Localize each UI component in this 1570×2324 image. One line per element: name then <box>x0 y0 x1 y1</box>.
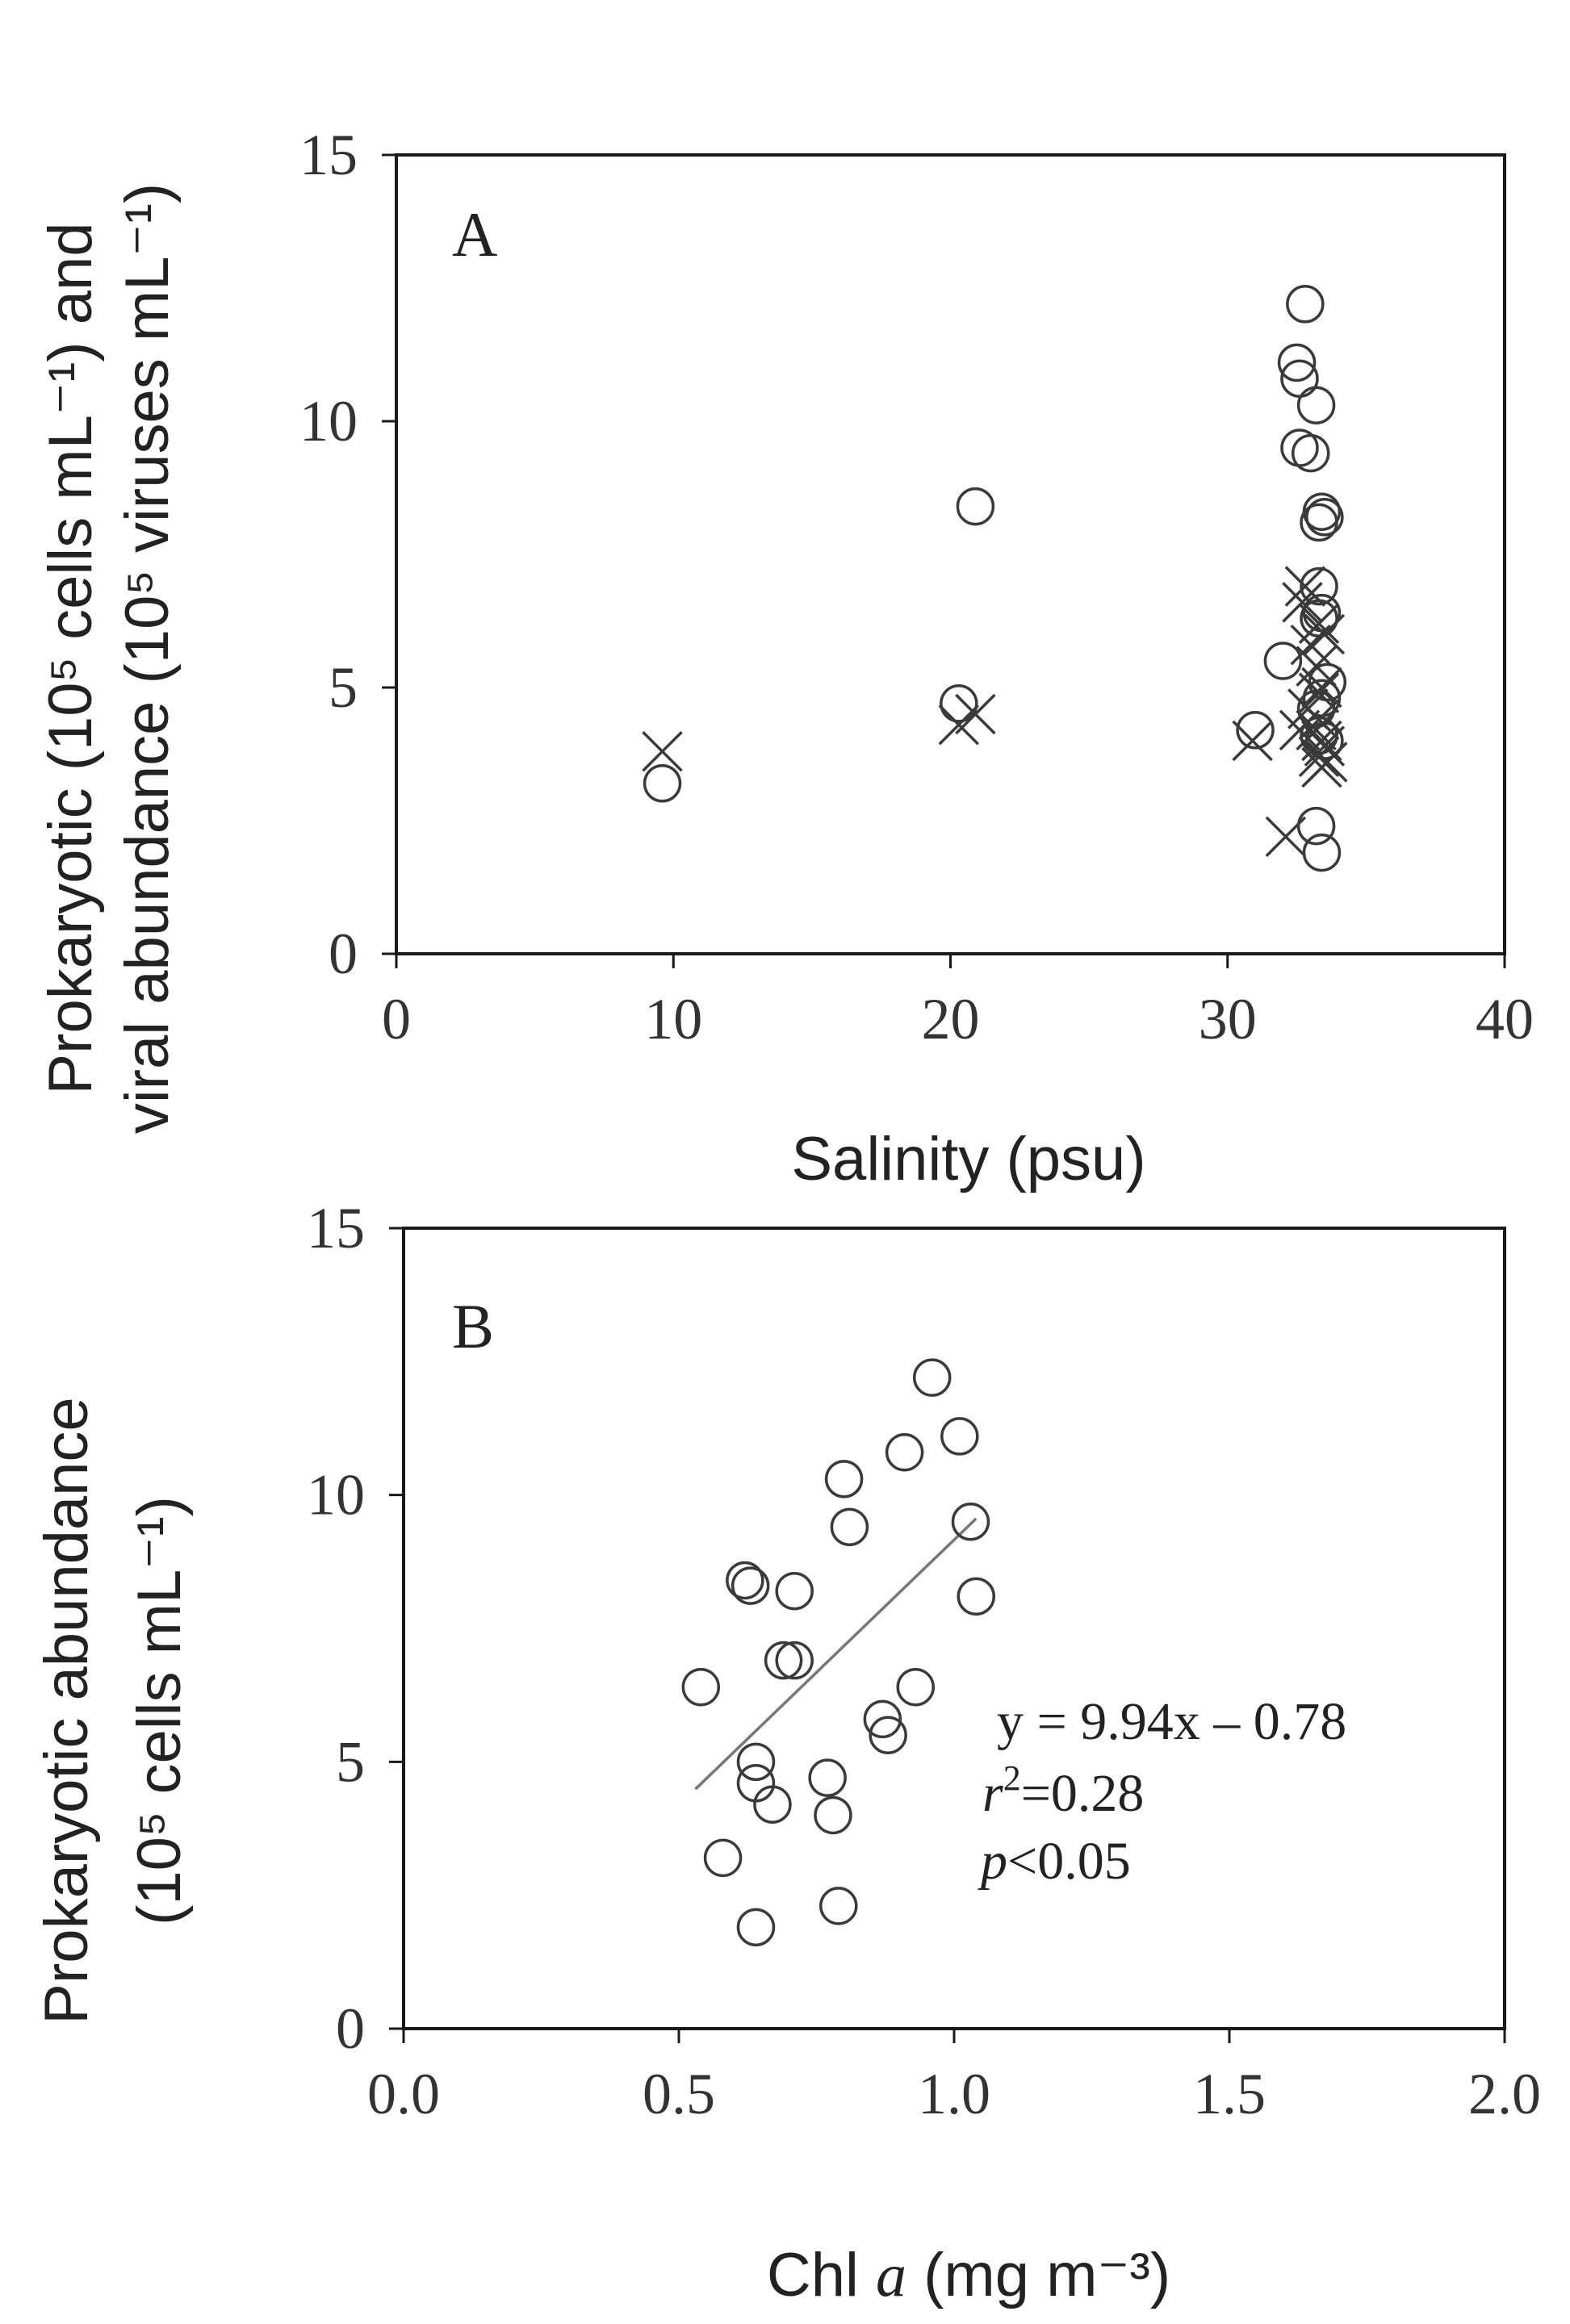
panel-b-y-axis-label-line1: Prokaryotic abundance <box>32 1397 101 2024</box>
x-tick-label: 1.0 <box>918 2062 990 2126</box>
viral-point <box>1304 613 1346 655</box>
y-tick-label: 10 <box>307 1463 365 1528</box>
panel-b: 0.0 0.5 1.0 1.5 2.0 0 5 10 15 B y = 9.94x – 0.78… <box>32 1196 1541 2309</box>
prokaryotic-point <box>957 1577 996 1616</box>
panel-a: 0 10 20 30 40 0 5 10 15 A Salinity (psu) Prokary… <box>36 123 1534 1193</box>
panel-b-marks <box>681 1358 996 1947</box>
x-tick-label: 40 <box>1476 987 1534 1051</box>
prokaryotic-point <box>681 1667 721 1707</box>
x-tick-label: 0.0 <box>367 2062 440 2126</box>
y-tick-label: 0 <box>336 1996 365 2061</box>
x-tick-label: 2.0 <box>1468 2062 1541 2126</box>
y-tick-label: 10 <box>299 389 358 454</box>
prokaryotic-point <box>830 1507 869 1547</box>
panel-b-x-axis-label-unit: (mg m⁻³) <box>906 2241 1170 2309</box>
viral-point <box>642 730 683 772</box>
prokaryotic-point <box>951 1502 990 1541</box>
panel-b-x-axis-label-italic: a <box>876 2242 906 2309</box>
prokaryotic-point <box>764 1641 803 1680</box>
x-tick-label: 0 <box>382 987 411 1051</box>
panel-b-tick-labels: 0.0 0.5 1.0 1.5 2.0 0 5 10 15 <box>307 1196 1541 2126</box>
viral-point <box>1284 566 1326 607</box>
prokaryotic-point <box>863 1699 902 1739</box>
prokaryotic-point <box>726 1561 764 1600</box>
prokaryotic-point <box>731 1566 770 1605</box>
y-tick-label: 15 <box>307 1196 365 1260</box>
viral-point <box>1298 603 1340 645</box>
r-squared-exponent: 2 <box>1003 1758 1021 1798</box>
prokaryotic-point <box>1305 498 1344 537</box>
prokaryotic-point <box>736 1742 776 1782</box>
panel-a-marks <box>642 285 1348 872</box>
prokaryotic-point <box>824 1460 864 1498</box>
prokaryotic-point <box>1296 806 1336 846</box>
viral-point <box>1296 709 1337 751</box>
viral-point <box>1282 582 1323 623</box>
prokaryotic-point <box>808 1758 847 1797</box>
prokaryotic-point <box>1300 566 1338 606</box>
prokaryotic-point <box>703 1838 743 1878</box>
y-tick-label: 5 <box>329 655 358 720</box>
p-value-symbol: p <box>978 1832 1007 1891</box>
panel-b-x-axis-label: Chl a (mg m⁻³) <box>767 2241 1170 2309</box>
r-squared-value: =0.28 <box>1021 1764 1145 1823</box>
prokaryotic-point <box>1302 492 1342 531</box>
prokaryotic-point <box>940 1417 979 1456</box>
prokaryotic-point <box>643 764 682 803</box>
panel-b-x-axis-label-main: Chl <box>767 2241 876 2309</box>
viral-point <box>1265 816 1307 858</box>
prokaryotic-point <box>1286 285 1325 324</box>
viral-point <box>1232 720 1273 762</box>
x-tick-label: 1.5 <box>1193 2062 1266 2126</box>
prokaryotic-point <box>814 1795 852 1835</box>
x-tick-label: 30 <box>1199 987 1257 1051</box>
panel-a-y-axis-label-line2: viral abundance (10⁵ viruses mL⁻¹) <box>113 183 182 1134</box>
y-tick-label: 5 <box>336 1729 365 1794</box>
panel-a-ticks <box>382 153 1506 968</box>
prokaryotic-point <box>736 1908 776 1947</box>
prokaryotic-point <box>1291 433 1330 473</box>
panel-a-label: A <box>452 199 497 270</box>
panel-b-y-axis-label-line2: (10⁵ cells mL⁻¹) <box>125 1496 194 1925</box>
panel-a-x-axis-label: Salinity (psu) <box>791 1125 1145 1193</box>
viral-point <box>1301 667 1342 708</box>
prokaryotic-point <box>896 1667 936 1707</box>
prokaryotic-point <box>1277 343 1317 382</box>
viral-point <box>955 693 996 735</box>
prokaryotic-point <box>819 1887 858 1925</box>
prokaryotic-point <box>775 1641 814 1680</box>
prokaryotic-point <box>885 1433 924 1472</box>
y-tick-label: 0 <box>329 922 358 986</box>
prokaryotic-point <box>1302 833 1342 872</box>
panel-a-y-axis-label-line1: Prokaryotic (10⁵ cells mL⁻¹) and <box>36 222 105 1094</box>
x-tick-label: 20 <box>922 987 980 1051</box>
p-value-annotation: p<0.05 <box>978 1832 1131 1891</box>
p-value-value: <0.05 <box>1007 1832 1131 1891</box>
prokaryotic-point <box>1263 642 1303 680</box>
prokaryotic-point <box>775 1571 814 1611</box>
viral-point <box>1279 709 1321 751</box>
prokaryotic-point <box>753 1785 792 1824</box>
prokaryotic-point <box>956 487 995 526</box>
x-tick-label: 0.5 <box>643 2062 715 2126</box>
panel-b-ticks <box>389 1227 1506 2043</box>
regression-equation: y = 9.94x – 0.78 <box>997 1692 1346 1751</box>
regression-line <box>694 1517 978 1791</box>
prokaryotic-point <box>912 1358 952 1397</box>
x-tick-label: 10 <box>644 987 702 1051</box>
r-squared-annotation: r2=0.28 <box>982 1758 1144 1823</box>
viral-point <box>1298 672 1340 713</box>
prokaryotic-point <box>1236 711 1275 750</box>
panel-a-plot-frame <box>395 153 1506 955</box>
y-tick-label: 15 <box>299 123 358 187</box>
panel-a-tick-labels: 0 10 20 30 40 0 5 10 15 <box>299 123 1534 1051</box>
panel-b-label: B <box>452 1291 494 1361</box>
prokaryotic-point <box>1296 386 1336 424</box>
r-squared-symbol: r <box>982 1764 1003 1823</box>
panel-b-plot-frame <box>402 1227 1506 2030</box>
prokaryotic-point <box>869 1716 907 1755</box>
viral-point <box>1307 742 1348 783</box>
prokaryotic-point <box>940 684 978 723</box>
